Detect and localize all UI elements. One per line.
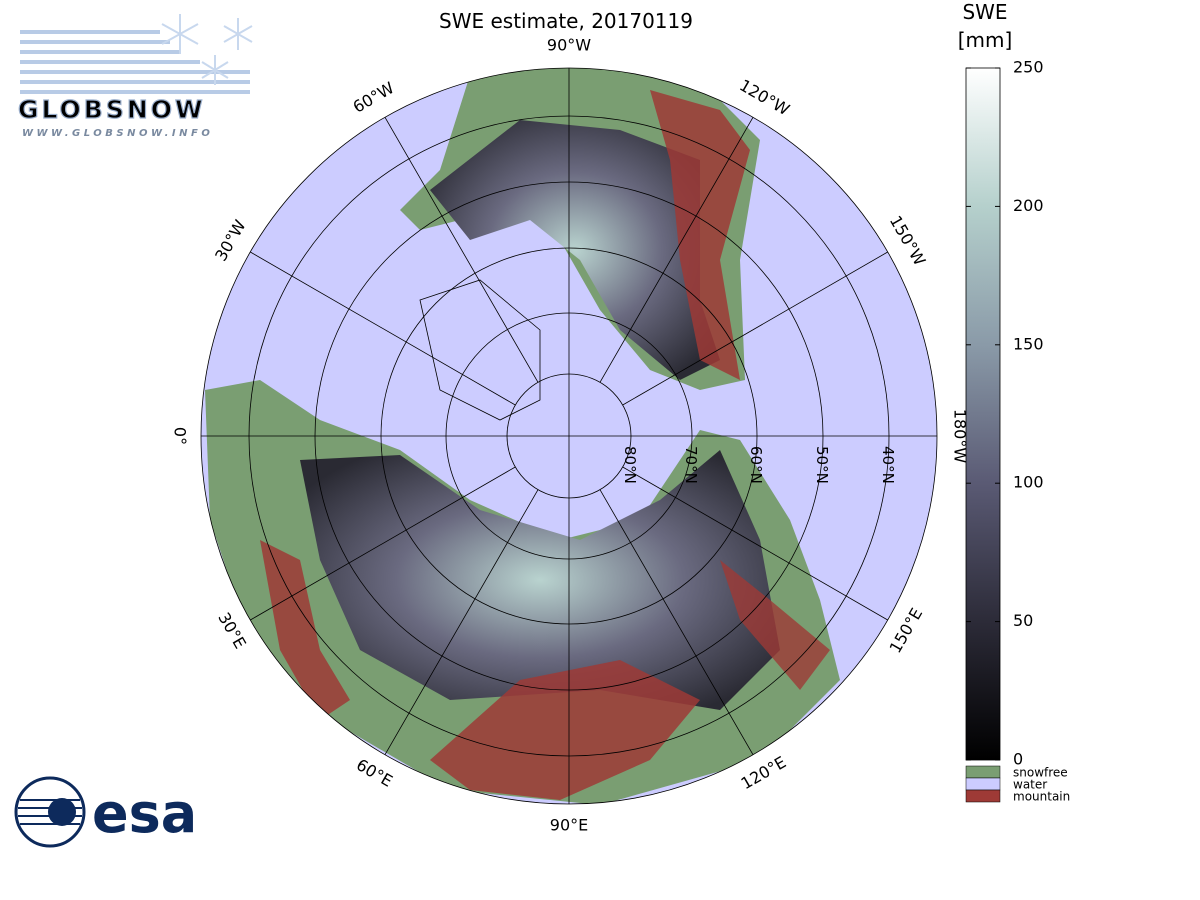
legend-swatch	[965, 789, 1001, 803]
legend-label: water	[1013, 778, 1047, 792]
colorbar-title: SWE	[962, 0, 1007, 24]
colorbar-title: [mm]	[958, 28, 1013, 52]
meridian	[384, 489, 539, 755]
legend-label: mountain	[1013, 790, 1070, 804]
graticule	[200, 67, 938, 805]
legend-swatch	[965, 777, 1001, 791]
esa-text: esa	[92, 782, 197, 845]
colorbar-tick-label: 50	[1013, 611, 1033, 630]
longitude-label: 60°E	[353, 755, 396, 791]
colorbar-tick-label: 100	[1013, 473, 1044, 492]
meridian	[250, 251, 516, 406]
colorbar-tick-label: 150	[1013, 334, 1044, 353]
longitude-label: 30°E	[214, 609, 250, 652]
colorbar-tick-label: 0	[1013, 750, 1023, 769]
title: SWE estimate, 20170119	[439, 9, 693, 33]
esa-logo: esa	[14, 776, 197, 848]
legend-label: snowfree	[1013, 766, 1068, 780]
latitude-label: 60°N	[747, 446, 765, 484]
meridian	[384, 117, 539, 383]
logo-text: GLOBSNOW	[18, 95, 206, 124]
latitude-label: 70°N	[682, 446, 700, 484]
longitude-label: 90°E	[550, 816, 588, 835]
latitude-label: 50°N	[813, 446, 831, 484]
longitude-label: 90°W	[547, 36, 591, 55]
colorbar-tick-label: 200	[1013, 196, 1044, 215]
meridian	[622, 466, 888, 621]
logo-url: WWW.GLOBSNOW.INFO	[22, 128, 213, 139]
longitude-label: 60°W	[350, 78, 398, 117]
colorbar	[965, 67, 1001, 761]
meridian	[250, 466, 516, 621]
latitude-label: 80°N	[621, 446, 639, 484]
longitude-label: 0°	[171, 427, 190, 445]
latitude-label: 40°N	[879, 446, 897, 484]
colorbar-ticks: 0 50 100 150 200 250	[966, 58, 1044, 769]
meridian	[622, 251, 888, 406]
meridian	[599, 117, 754, 383]
longitude-label: 180°W	[951, 409, 970, 464]
legend-swatch	[965, 765, 1001, 779]
globsnow-logo: GLOBSNOW WWW.GLOBSNOW.INFO	[17, 14, 253, 139]
colorbar-tick-label: 250	[1013, 58, 1044, 77]
longitude-label: 30°W	[211, 216, 250, 264]
meridian	[599, 489, 754, 755]
map	[201, 68, 937, 804]
